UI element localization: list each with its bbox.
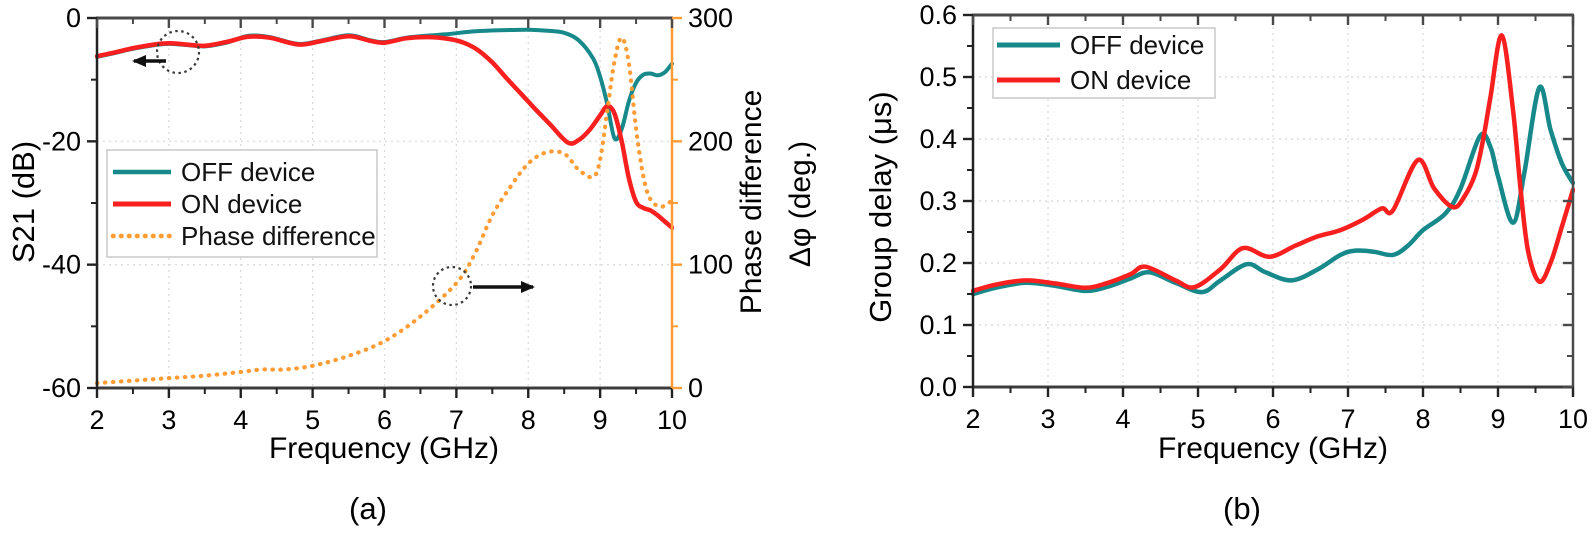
legend-item-label: Phase difference	[181, 221, 376, 251]
x-tick-label: 8	[1415, 404, 1430, 434]
x-tick-label: 2	[89, 405, 104, 435]
y-tick-label: -40	[42, 250, 81, 280]
chart-b-group-delay: 2 3 4 5 6 7 8 9 10 0.0 0.1 0.2 0.3 0.4 0.5 0.6 OFF devic…	[919, 0, 1588, 434]
x-tick-label: 3	[161, 405, 176, 435]
chart-a-right-axis-title-line2: Δφ (deg.)	[784, 140, 817, 268]
x-tick-label: 9	[593, 405, 608, 435]
x-tick-label: 10	[657, 405, 687, 435]
legend-item-label: ON device	[181, 189, 302, 219]
y-tick-label: -20	[42, 126, 81, 156]
chart-a-x-axis-title: Frequency (GHz)	[268, 432, 500, 465]
chart-b-x-axis-title: Frequency (GHz)	[1157, 432, 1389, 465]
y-tick-label: 0.2	[919, 248, 957, 278]
series-on-device	[95, 33, 674, 230]
series-on-device	[971, 33, 1575, 294]
y-tick-label: 0.0	[919, 372, 957, 402]
x-tick-label: 7	[449, 405, 464, 435]
y-tick-label: 0.5	[919, 62, 957, 92]
tick-labels: 2 3 4 5 6 7 8 9 10 0.0 0.1 0.2 0.3 0.4 0.5 0.6	[919, 0, 1588, 434]
panel-label-b: (b)	[1223, 491, 1261, 526]
y-tick-label: 0.4	[919, 124, 957, 154]
chart-b-y-axis-title: Group delay (μs)	[863, 91, 898, 323]
x-tick-label: 3	[1040, 404, 1055, 434]
panel-label-a: (a)	[349, 491, 387, 526]
x-tick-label: 10	[1558, 404, 1588, 434]
tick-marks	[963, 13, 1575, 397]
legend-item-label: OFF device	[1070, 30, 1204, 60]
chart-a-y-axis-title: S21 (dB)	[6, 140, 41, 264]
x-tick-label: 4	[233, 405, 248, 435]
y-tick-label: 0.1	[919, 310, 957, 340]
legend: OFF device ON device	[992, 27, 1216, 99]
y-tick-label: 0.6	[919, 0, 957, 30]
legend-box	[992, 27, 1216, 99]
x-tick-label: 6	[1265, 404, 1280, 434]
x-tick-label: 5	[305, 405, 320, 435]
x-tick-label: 5	[1190, 404, 1205, 434]
y-tick-label: 0.3	[919, 186, 957, 216]
x-tick-label: 9	[1490, 404, 1505, 434]
x-tick-label: 6	[377, 405, 392, 435]
series-group	[971, 33, 1575, 297]
series-phase-difference	[95, 35, 674, 386]
x-tick-label: 8	[521, 405, 536, 435]
dashed-circle-annotation	[431, 265, 473, 307]
x-tick-label: 2	[965, 404, 980, 434]
x-tick-label: 4	[1115, 404, 1130, 434]
y2-tick-label: 100	[688, 250, 733, 280]
series-group	[95, 27, 674, 386]
legend-item-label: ON device	[1070, 65, 1191, 95]
dashed-circle-annotation	[155, 29, 201, 75]
y2-tick-label: 200	[688, 126, 733, 156]
y2-tick-label: 300	[688, 3, 733, 33]
y-tick-label: -60	[42, 373, 81, 403]
x-tick-label: 7	[1340, 404, 1355, 434]
y-tick-label: 0	[66, 3, 81, 33]
y2-tick-label: 0	[688, 373, 703, 403]
series-off-device	[971, 84, 1575, 297]
tick-marks	[87, 16, 682, 398]
chart-a-right-axis-title-line1: Phase difference	[735, 89, 768, 315]
legend-item-label: OFF device	[181, 157, 315, 187]
